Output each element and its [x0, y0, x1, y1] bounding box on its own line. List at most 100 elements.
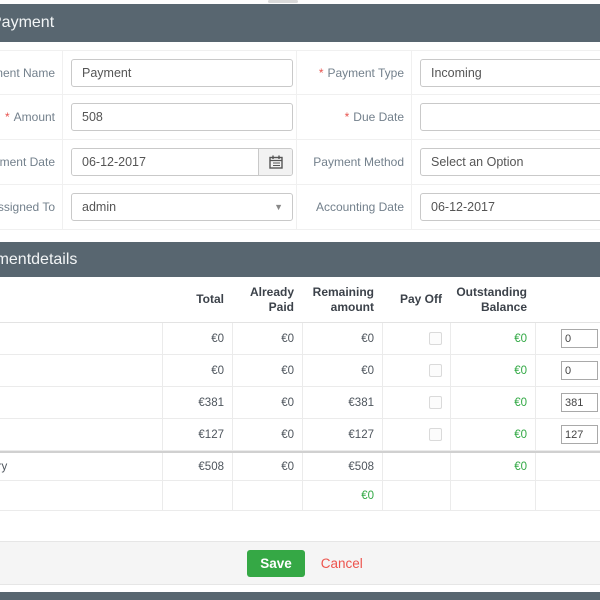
summary-outstanding: €0: [450, 453, 535, 480]
table-row: €127 €0 €127 €0: [0, 419, 600, 451]
row-payment-input[interactable]: [561, 361, 598, 380]
calendar-button[interactable]: [258, 149, 292, 175]
assigned-to-select[interactable]: ▼: [63, 193, 293, 221]
pay-off-cell: [382, 387, 450, 418]
payment-cell: [535, 355, 600, 386]
row-payment-input[interactable]: [561, 425, 598, 444]
summary-label: Summary: [0, 460, 8, 473]
payment-panel-title: Payment: [0, 14, 55, 31]
row-outstanding: €0: [450, 419, 535, 450]
payment-type-field-cell: [412, 51, 600, 94]
col-header-name: [0, 277, 162, 322]
amount-input[interactable]: [71, 103, 293, 131]
row-total: €127: [162, 419, 232, 450]
row-remaining: €381: [302, 387, 382, 418]
form-row: Assigned To ▼ Accounting Date: [0, 185, 600, 230]
payment-type-select[interactable]: [420, 58, 600, 87]
row-name: [0, 355, 162, 386]
required-asterisk: *: [4, 110, 10, 124]
summary-pay-off-cell: [382, 453, 450, 480]
table-header-row: Total Already Paid Remaining amount Pay …: [0, 277, 600, 323]
pay-off-cell: [382, 355, 450, 386]
balance-row: €0: [0, 481, 600, 511]
payment-form: * Payment Name * Payment Type * Amount: [0, 42, 600, 230]
row-payment-input[interactable]: [561, 329, 598, 348]
row-name: [0, 323, 162, 354]
assigned-to-label: Assigned To: [0, 185, 63, 229]
required-asterisk: *: [318, 65, 324, 80]
table-row: €0 €0 €0 €0: [0, 323, 600, 355]
summary-payment-cell: [535, 453, 600, 480]
row-total: €0: [162, 323, 232, 354]
summary-already-paid: €0: [232, 453, 302, 480]
row-outstanding: €0: [450, 323, 535, 354]
payment-date-input[interactable]: [72, 149, 258, 175]
balance-remaining: €0: [302, 481, 382, 510]
summary-remaining: €508: [302, 453, 382, 480]
form-row: * Amount * Due Date: [0, 95, 600, 140]
table-row: €0 €0 €0 €0: [0, 355, 600, 387]
table-row: €381 €0 €381 €0: [0, 387, 600, 419]
pay-off-cell: [382, 419, 450, 450]
col-header-total: Total: [196, 292, 224, 306]
summary-total: €508: [162, 453, 232, 480]
row-payment-input[interactable]: [561, 393, 598, 412]
pay-off-checkbox[interactable]: [429, 332, 442, 345]
row-already-paid: €0: [232, 387, 302, 418]
form-actions-bar: Save Cancel: [0, 541, 600, 585]
pay-off-checkbox[interactable]: [429, 364, 442, 377]
paymentdetails-table: Total Already Paid Remaining amount Pay …: [0, 277, 600, 511]
row-remaining: €127: [302, 419, 382, 450]
payment-name-field-cell: [63, 51, 297, 94]
payment-method-field-cell: [412, 140, 600, 184]
col-header-already-paid: Already Paid: [249, 284, 294, 314]
assigned-to-field-cell: ▼: [63, 185, 297, 229]
top-strip: [0, 0, 600, 4]
row-remaining: €0: [302, 323, 382, 354]
pay-off-checkbox[interactable]: [429, 428, 442, 441]
payment-type-label: * Payment Type: [297, 51, 412, 94]
accounting-date-input[interactable]: [420, 193, 600, 221]
payment-cell: [535, 387, 600, 418]
row-name: [0, 419, 162, 450]
payment-name-input[interactable]: [71, 58, 293, 87]
summary-row: Summary €508 €0 €508 €0: [0, 451, 600, 481]
scrollbar-thumb[interactable]: [268, 0, 298, 3]
row-outstanding: €0: [450, 387, 535, 418]
due-date-label: * Due Date: [297, 95, 412, 139]
col-header-payment: Payment: [535, 277, 600, 322]
payment-name-label: * Payment Name: [0, 51, 63, 94]
row-name: [0, 387, 162, 418]
amount-label: * Amount: [0, 95, 63, 139]
form-row: Payment Date: [0, 140, 600, 185]
pay-off-checkbox[interactable]: [429, 396, 442, 409]
due-date-input[interactable]: [420, 103, 600, 131]
accounting-date-label: Accounting Date: [297, 185, 412, 229]
cancel-link[interactable]: Cancel: [320, 555, 363, 571]
pay-off-cell: [382, 323, 450, 354]
paymentdetails-panel-header: Paymentdetails: [0, 242, 600, 277]
row-already-paid: €0: [232, 419, 302, 450]
col-header-remaining-amount: Remaining amount: [312, 284, 374, 314]
row-already-paid: €0: [232, 355, 302, 386]
row-already-paid: €0: [232, 323, 302, 354]
row-total: €381: [162, 387, 232, 418]
payment-method-label: Payment Method: [297, 140, 412, 184]
save-button[interactable]: Save: [247, 549, 305, 577]
payment-panel-header: Payment: [0, 4, 600, 42]
row-total: €0: [162, 355, 232, 386]
form-row: * Payment Name * Payment Type: [0, 50, 600, 95]
payment-cell: [535, 323, 600, 354]
assigned-to-value[interactable]: [71, 193, 293, 221]
col-header-outstanding-balance: Outstanding Balance: [456, 284, 527, 314]
payment-cell: [535, 419, 600, 450]
payment-method-select[interactable]: [420, 148, 600, 176]
due-date-field-cell: [412, 95, 600, 139]
amount-field-cell: [63, 95, 297, 139]
col-header-pay-off: Pay Off: [399, 292, 442, 306]
required-asterisk: *: [344, 110, 350, 124]
payment-date-field-cell: [63, 140, 297, 184]
payment-date-group: [71, 148, 293, 176]
